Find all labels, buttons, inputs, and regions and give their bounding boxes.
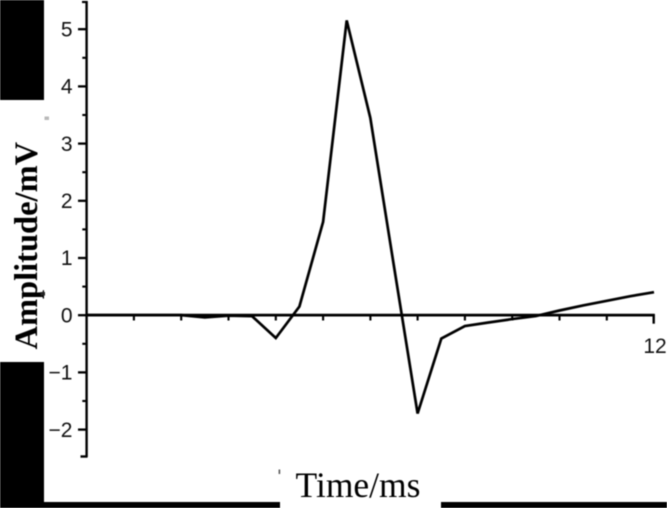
svg-text:Time/ms: Time/ms <box>296 465 421 505</box>
svg-text:1: 1 <box>61 247 73 270</box>
svg-text:−1: −1 <box>49 362 73 385</box>
svg-text:−2: −2 <box>49 419 73 442</box>
svg-text:3: 3 <box>61 133 73 156</box>
svg-text:4: 4 <box>61 76 73 99</box>
svg-text:2: 2 <box>61 190 73 213</box>
svg-text:12: 12 <box>643 335 666 358</box>
svg-text:Amplitude/mV: Amplitude/mV <box>9 141 45 349</box>
svg-text:5: 5 <box>61 18 73 41</box>
svg-text:0: 0 <box>61 304 73 327</box>
